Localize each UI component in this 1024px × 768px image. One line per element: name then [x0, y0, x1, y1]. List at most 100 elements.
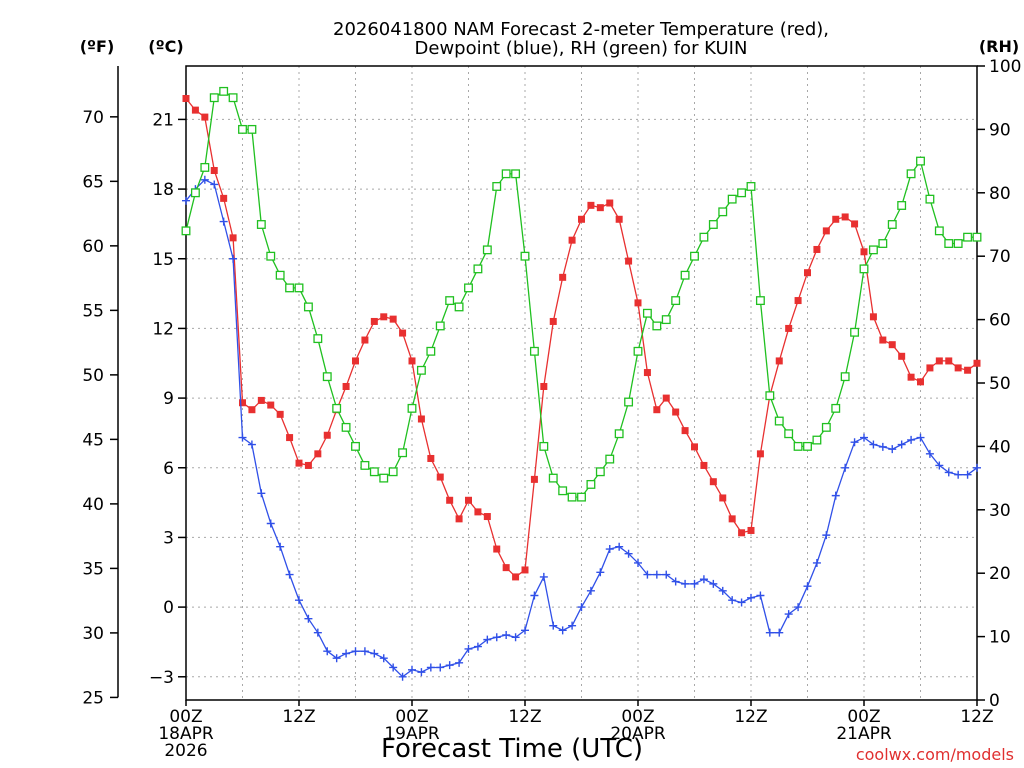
rh-point	[567, 492, 577, 502]
rh-point	[868, 245, 878, 255]
celsius-tick-label: 3	[163, 528, 174, 548]
dewpoint-point	[841, 463, 850, 472]
temperature-point	[210, 167, 218, 175]
rh-point	[181, 226, 191, 236]
rh-point	[360, 460, 370, 470]
dewpoint-point	[426, 663, 435, 672]
rh-tick-label: 90	[989, 120, 1011, 140]
fahrenheit-tick-label: 40	[82, 495, 104, 515]
temperature-point	[945, 357, 953, 365]
dewpoint-point	[935, 461, 944, 470]
temperature-point	[973, 359, 981, 367]
temperature-point	[926, 364, 934, 372]
temperature-point	[323, 431, 331, 439]
dewpoint-point	[295, 596, 303, 605]
dewpoint-point	[210, 180, 219, 189]
dewpoint-point	[530, 591, 539, 600]
dewpoint-point	[784, 610, 793, 619]
dewpoint-point	[615, 542, 624, 551]
temperature-point	[578, 215, 585, 223]
temperature-point	[465, 496, 472, 504]
dewpoint-point	[549, 621, 558, 630]
rh-tick-label: 20	[989, 564, 1011, 584]
rh-point	[614, 429, 624, 439]
rh-point	[916, 156, 925, 166]
rh-point	[784, 429, 794, 439]
series-rh	[181, 86, 982, 502]
rh-tick-label: 50	[989, 374, 1011, 394]
dewpoint-point	[568, 621, 577, 630]
rh-point	[426, 346, 436, 356]
dewpoint-point	[765, 628, 774, 637]
temperature-point	[719, 494, 727, 502]
dewpoint-point	[954, 470, 963, 479]
rh-point	[200, 162, 210, 172]
rh-point	[577, 492, 586, 502]
rh-point	[219, 86, 229, 96]
dewpoint-point	[182, 196, 190, 205]
dewpoint-point	[671, 577, 680, 586]
temperature-point	[201, 113, 209, 121]
dewpoint-point	[445, 661, 454, 670]
time-tick-label: 18APR	[158, 724, 214, 744]
temperature-point	[380, 313, 388, 321]
temperature-point	[615, 215, 623, 223]
temperature-point	[239, 399, 246, 407]
dewpoint-point	[944, 468, 953, 477]
dewpoint-point	[379, 654, 388, 663]
rh-tick-label: 80	[989, 184, 1011, 204]
rh-point	[558, 486, 568, 496]
dewpoint-point	[436, 663, 445, 672]
time-tick-label: 2026	[164, 741, 207, 761]
time-tick-label: 12Z	[734, 707, 767, 727]
temperature-point	[295, 459, 303, 467]
rh-point	[275, 270, 285, 280]
dewpoint-point	[577, 603, 586, 612]
rh-point	[445, 296, 455, 306]
temperature-point	[785, 324, 793, 332]
temperature-point	[681, 427, 689, 435]
rh-point	[746, 182, 756, 191]
temperature-point	[248, 406, 256, 414]
rh-point	[341, 422, 351, 432]
temperature-point	[935, 357, 943, 365]
dewpoint-point	[521, 626, 529, 635]
dewpoint-point	[728, 596, 737, 605]
rh-point	[793, 441, 803, 451]
temperature-point	[446, 496, 454, 504]
dewpoint-point	[624, 549, 633, 558]
temperature-point	[860, 248, 868, 256]
fahrenheit-tick-label: 45	[82, 430, 104, 450]
rh-point	[812, 435, 822, 445]
dewpoint-point	[869, 440, 878, 449]
temperature-point	[851, 220, 859, 228]
time-tick-label: 00Z	[847, 707, 880, 727]
rh-point	[379, 473, 389, 483]
rh-point	[369, 467, 379, 477]
time-tick-label: 21APR	[836, 724, 892, 744]
rh-point	[840, 372, 850, 382]
temperature-point	[898, 352, 906, 360]
temperature-point	[813, 245, 821, 253]
rh-point	[266, 251, 276, 261]
rh-point	[963, 232, 973, 242]
rh-point	[887, 220, 897, 229]
dewpoint-point	[229, 254, 238, 263]
rh-point	[285, 283, 295, 293]
dewpoint-point	[718, 586, 727, 595]
temperature-point	[709, 478, 717, 486]
dewpoint-point	[492, 633, 501, 642]
dewpoint-point	[219, 217, 228, 226]
dewpoint-point	[907, 435, 916, 444]
rh-point	[492, 182, 502, 191]
dewpoint-point	[342, 649, 351, 658]
dewpoint-point	[323, 647, 332, 656]
dewpoint-point	[389, 663, 398, 672]
rh-point	[511, 169, 521, 179]
dewpoint-point	[973, 463, 981, 472]
rh-point	[850, 327, 860, 337]
temperature-point	[738, 529, 746, 537]
fahrenheit-axis-unit: (ºF)	[80, 37, 115, 56]
celsius-axis-unit: (ºC)	[148, 37, 183, 56]
